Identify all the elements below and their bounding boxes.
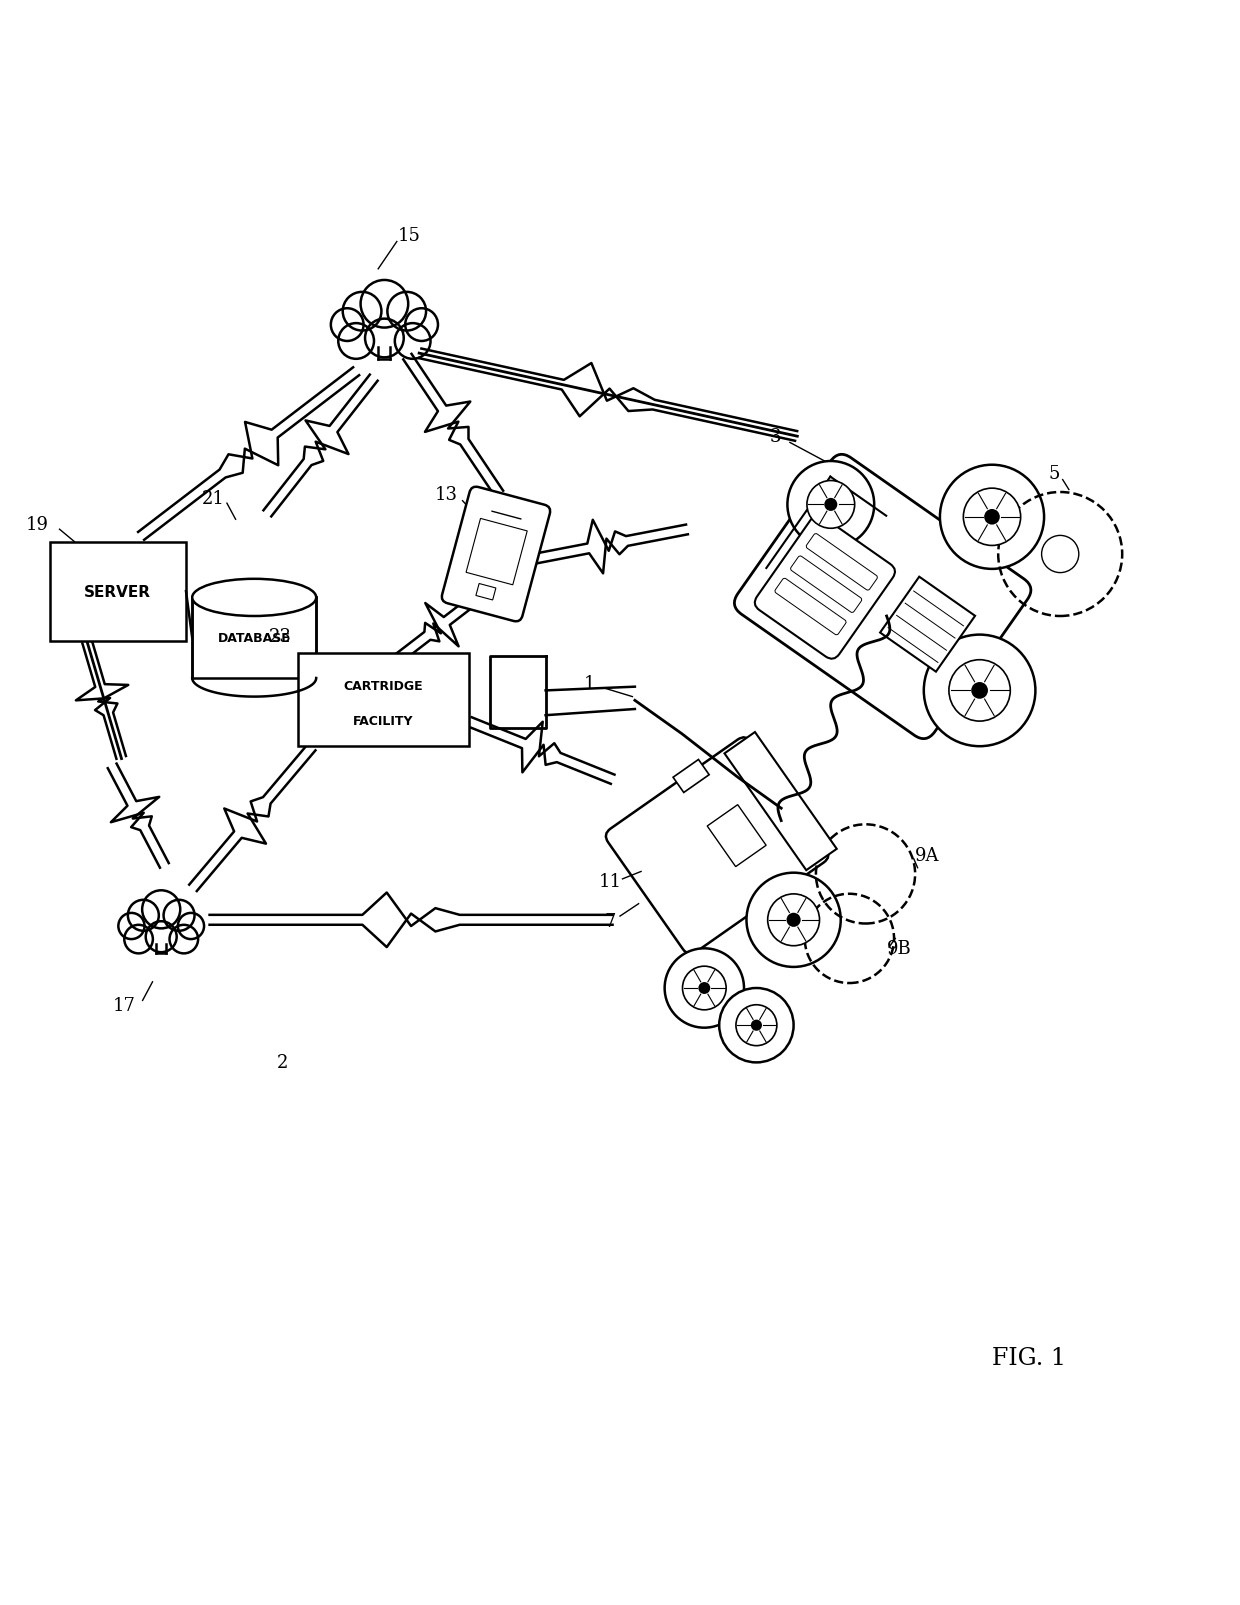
Text: 21: 21 [202, 490, 224, 507]
Circle shape [405, 310, 438, 342]
Circle shape [963, 490, 1021, 546]
Circle shape [355, 295, 414, 355]
Circle shape [940, 465, 1044, 570]
Bar [192, 599, 316, 679]
Circle shape [735, 1005, 776, 1046]
Text: SERVER: SERVER [84, 584, 151, 599]
FancyBboxPatch shape [775, 579, 846, 636]
Text: FACILITY: FACILITY [353, 714, 413, 727]
FancyBboxPatch shape [466, 518, 527, 586]
Circle shape [164, 900, 195, 931]
Text: 3: 3 [769, 429, 781, 446]
Text: 19: 19 [26, 515, 48, 534]
Bar [298, 653, 469, 746]
Text: 9B: 9B [887, 941, 911, 958]
Circle shape [143, 891, 180, 929]
FancyBboxPatch shape [734, 456, 1030, 740]
Bar [707, 806, 766, 867]
Text: 17: 17 [113, 997, 135, 1014]
FancyBboxPatch shape [441, 488, 551, 621]
Circle shape [170, 924, 198, 953]
Bar [476, 584, 496, 600]
FancyBboxPatch shape [791, 557, 862, 613]
Text: 2: 2 [277, 1054, 289, 1072]
Circle shape [825, 499, 837, 512]
Bar [880, 578, 975, 672]
Text: 1: 1 [583, 674, 595, 692]
Circle shape [118, 913, 145, 939]
Circle shape [787, 462, 874, 549]
Circle shape [177, 913, 205, 939]
Circle shape [924, 636, 1035, 746]
FancyBboxPatch shape [755, 517, 895, 660]
Circle shape [387, 292, 427, 331]
Circle shape [361, 281, 408, 329]
Circle shape [331, 310, 363, 342]
Text: 15: 15 [398, 228, 420, 246]
Circle shape [971, 682, 988, 700]
Text: 13: 13 [435, 486, 458, 504]
Circle shape [807, 482, 854, 530]
Circle shape [146, 921, 176, 953]
Circle shape [665, 949, 744, 1029]
Circle shape [985, 510, 999, 525]
FancyBboxPatch shape [606, 738, 828, 955]
Circle shape [1042, 536, 1079, 573]
Circle shape [682, 966, 727, 1010]
Circle shape [339, 324, 374, 360]
Text: 9A: 9A [915, 847, 940, 865]
Bar [673, 761, 709, 793]
Text: 11: 11 [599, 873, 621, 891]
Circle shape [750, 1021, 761, 1030]
Bar [724, 732, 837, 870]
Text: CARTRIDGE: CARTRIDGE [343, 681, 423, 693]
Circle shape [138, 902, 185, 950]
Text: 5: 5 [1048, 465, 1060, 483]
Circle shape [698, 982, 711, 995]
Circle shape [394, 324, 430, 360]
Text: 7: 7 [604, 913, 616, 931]
Circle shape [719, 989, 794, 1063]
Circle shape [746, 873, 841, 968]
Circle shape [342, 292, 382, 331]
Ellipse shape [192, 579, 316, 616]
FancyBboxPatch shape [806, 534, 878, 591]
Bar [50, 542, 186, 642]
Circle shape [768, 894, 820, 945]
Circle shape [124, 924, 153, 953]
Circle shape [949, 660, 1011, 722]
Circle shape [365, 319, 404, 358]
Text: 23: 23 [269, 628, 291, 645]
Circle shape [128, 900, 159, 931]
Text: DATABASE: DATABASE [218, 632, 290, 645]
Circle shape [786, 913, 801, 928]
Text: FIG. 1: FIG. 1 [992, 1347, 1066, 1369]
